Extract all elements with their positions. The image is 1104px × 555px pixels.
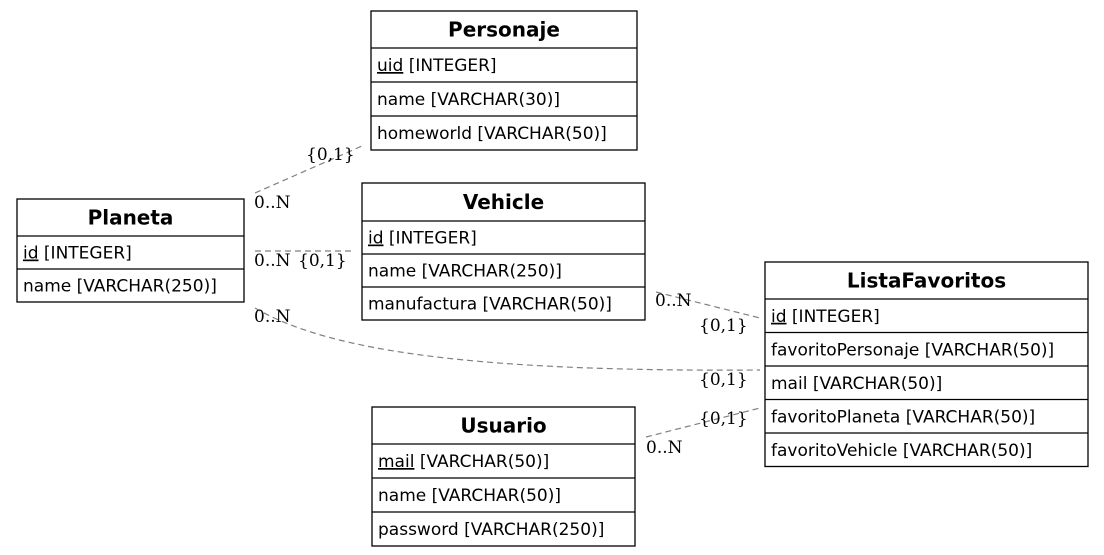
relationship-vehicle-lista-favoritos-from-cardinality: 0..N (655, 291, 692, 311)
attribute-name: favoritoPlaneta (771, 407, 900, 427)
attribute-name: password (378, 520, 459, 540)
entity-planeta[interactable]: Planeta id [INTEGER] name [VARCHAR(250)] (16, 198, 245, 303)
entity-vehicle[interactable]: Vehicle id [INTEGER] name [VARCHAR(250)] ma… (361, 182, 646, 321)
entity-vehicle-box (361, 182, 646, 321)
entity-usuario-attribute: mail [VARCHAR(50)] (378, 452, 549, 472)
entity-lista-favoritos-attribute: favoritoPersonaje [VARCHAR(50)] (771, 340, 1054, 360)
entity-planeta-attribute: name [VARCHAR(250)] (23, 277, 217, 297)
attribute-type: [INTEGER] (44, 244, 132, 264)
entity-personaje-title: Personaje (448, 18, 560, 42)
attribute-type: [VARCHAR(250)] (464, 520, 604, 540)
attribute-type: [VARCHAR(250)] (422, 262, 562, 282)
entity-vehicle-attribute: name [VARCHAR(250)] (368, 262, 562, 282)
entity-vehicle-title: Vehicle (463, 190, 544, 214)
entity-usuario-box (371, 406, 636, 547)
relationship-planeta-personaje-from-cardinality: 0..N (254, 193, 291, 213)
relationship-planeta-personaje-to-cardinality: {0,1} (306, 145, 355, 165)
attribute-name: favoritoPersonaje (771, 340, 919, 360)
attribute-type: [VARCHAR(50)] (432, 486, 561, 506)
attribute-type: [VARCHAR(50)] (903, 441, 1032, 461)
attribute-name: name (368, 262, 416, 282)
entity-planeta-attribute: id [INTEGER] (23, 244, 132, 264)
entity-lista-favoritos-attribute: mail [VARCHAR(50)] (771, 374, 942, 394)
relationship-planeta-vehicle-to-cardinality: {0,1} (298, 251, 347, 271)
attribute-type: [VARCHAR(30)] (431, 90, 560, 110)
relationship-usuario-lista-favoritos-from-cardinality: 0..N (646, 438, 683, 458)
attribute-type: [VARCHAR(50)] (906, 407, 1035, 427)
relationship-planeta-lista-favoritos-to-cardinality: {0,1} (699, 370, 748, 390)
entity-personaje-attribute: uid [INTEGER] (377, 56, 497, 76)
attribute-name: name (377, 90, 425, 110)
attribute-type: [INTEGER] (792, 307, 880, 327)
entity-vehicle-attribute: manufactura [VARCHAR(50)] (368, 295, 612, 315)
relationship-planeta-lista-favoritos-from-cardinality: 0..N (254, 307, 291, 327)
attribute-name: mail (771, 374, 807, 394)
relationship-planeta-vehicle-from-cardinality: 0..N (254, 251, 291, 271)
relationship-planeta-lista-favoritos-line (254, 307, 761, 371)
attribute-name: mail (378, 452, 414, 472)
entity-planeta-title: Planeta (88, 206, 174, 230)
entity-personaje-attribute: homeworld [VARCHAR(50)] (377, 124, 607, 144)
attribute-type: [VARCHAR(50)] (420, 452, 549, 472)
attribute-name: uid (377, 56, 403, 76)
attribute-name: id (23, 244, 39, 264)
relationship-usuario-lista-favoritos-to-cardinality: {0,1} (699, 409, 748, 429)
relationship-vehicle-lista-favoritos-line (655, 291, 761, 319)
attribute-type: [VARCHAR(50)] (925, 340, 1054, 360)
attribute-name: homeworld (377, 124, 472, 144)
attribute-type: [VARCHAR(50)] (477, 124, 606, 144)
attribute-name: name (23, 277, 71, 297)
attribute-name: id (771, 307, 787, 327)
entity-usuario-attribute: name [VARCHAR(50)] (378, 486, 561, 506)
entity-personaje[interactable]: Personaje uid [INTEGER] name [VARCHAR(30)]… (370, 10, 638, 151)
attribute-name: favoritoVehicle (771, 441, 897, 461)
entity-lista-favoritos[interactable]: ListaFavoritos id [INTEGER] favoritoPerson… (764, 261, 1089, 468)
entity-vehicle-attribute: id [INTEGER] (368, 229, 477, 249)
attribute-type: [INTEGER] (409, 56, 497, 76)
entity-planeta-box (16, 198, 245, 303)
attribute-name: id (368, 229, 384, 249)
attribute-type: [VARCHAR(50)] (483, 295, 612, 315)
attribute-type: [VARCHAR(250)] (77, 277, 217, 297)
attribute-type: [INTEGER] (389, 229, 477, 249)
entity-usuario-attribute: password [VARCHAR(250)] (378, 520, 604, 540)
attribute-type: [VARCHAR(50)] (813, 374, 942, 394)
entity-lista-favoritos-title: ListaFavoritos (847, 269, 1006, 293)
entity-lista-favoritos-attribute: favoritoVehicle [VARCHAR(50)] (771, 441, 1032, 461)
entity-lista-favoritos-attribute: favoritoPlaneta [VARCHAR(50)] (771, 407, 1035, 427)
attribute-name: name (378, 486, 426, 506)
relationship-vehicle-lista-favoritos-to-cardinality: {0,1} (699, 316, 748, 336)
entity-personaje-attribute: name [VARCHAR(30)] (377, 90, 560, 110)
attribute-name: manufactura (368, 295, 477, 315)
entity-personaje-box (370, 10, 638, 151)
entity-usuario-title: Usuario (460, 414, 546, 438)
entity-lista-favoritos-attribute: id [INTEGER] (771, 307, 880, 327)
entity-lista-favoritos-box (764, 261, 1089, 468)
